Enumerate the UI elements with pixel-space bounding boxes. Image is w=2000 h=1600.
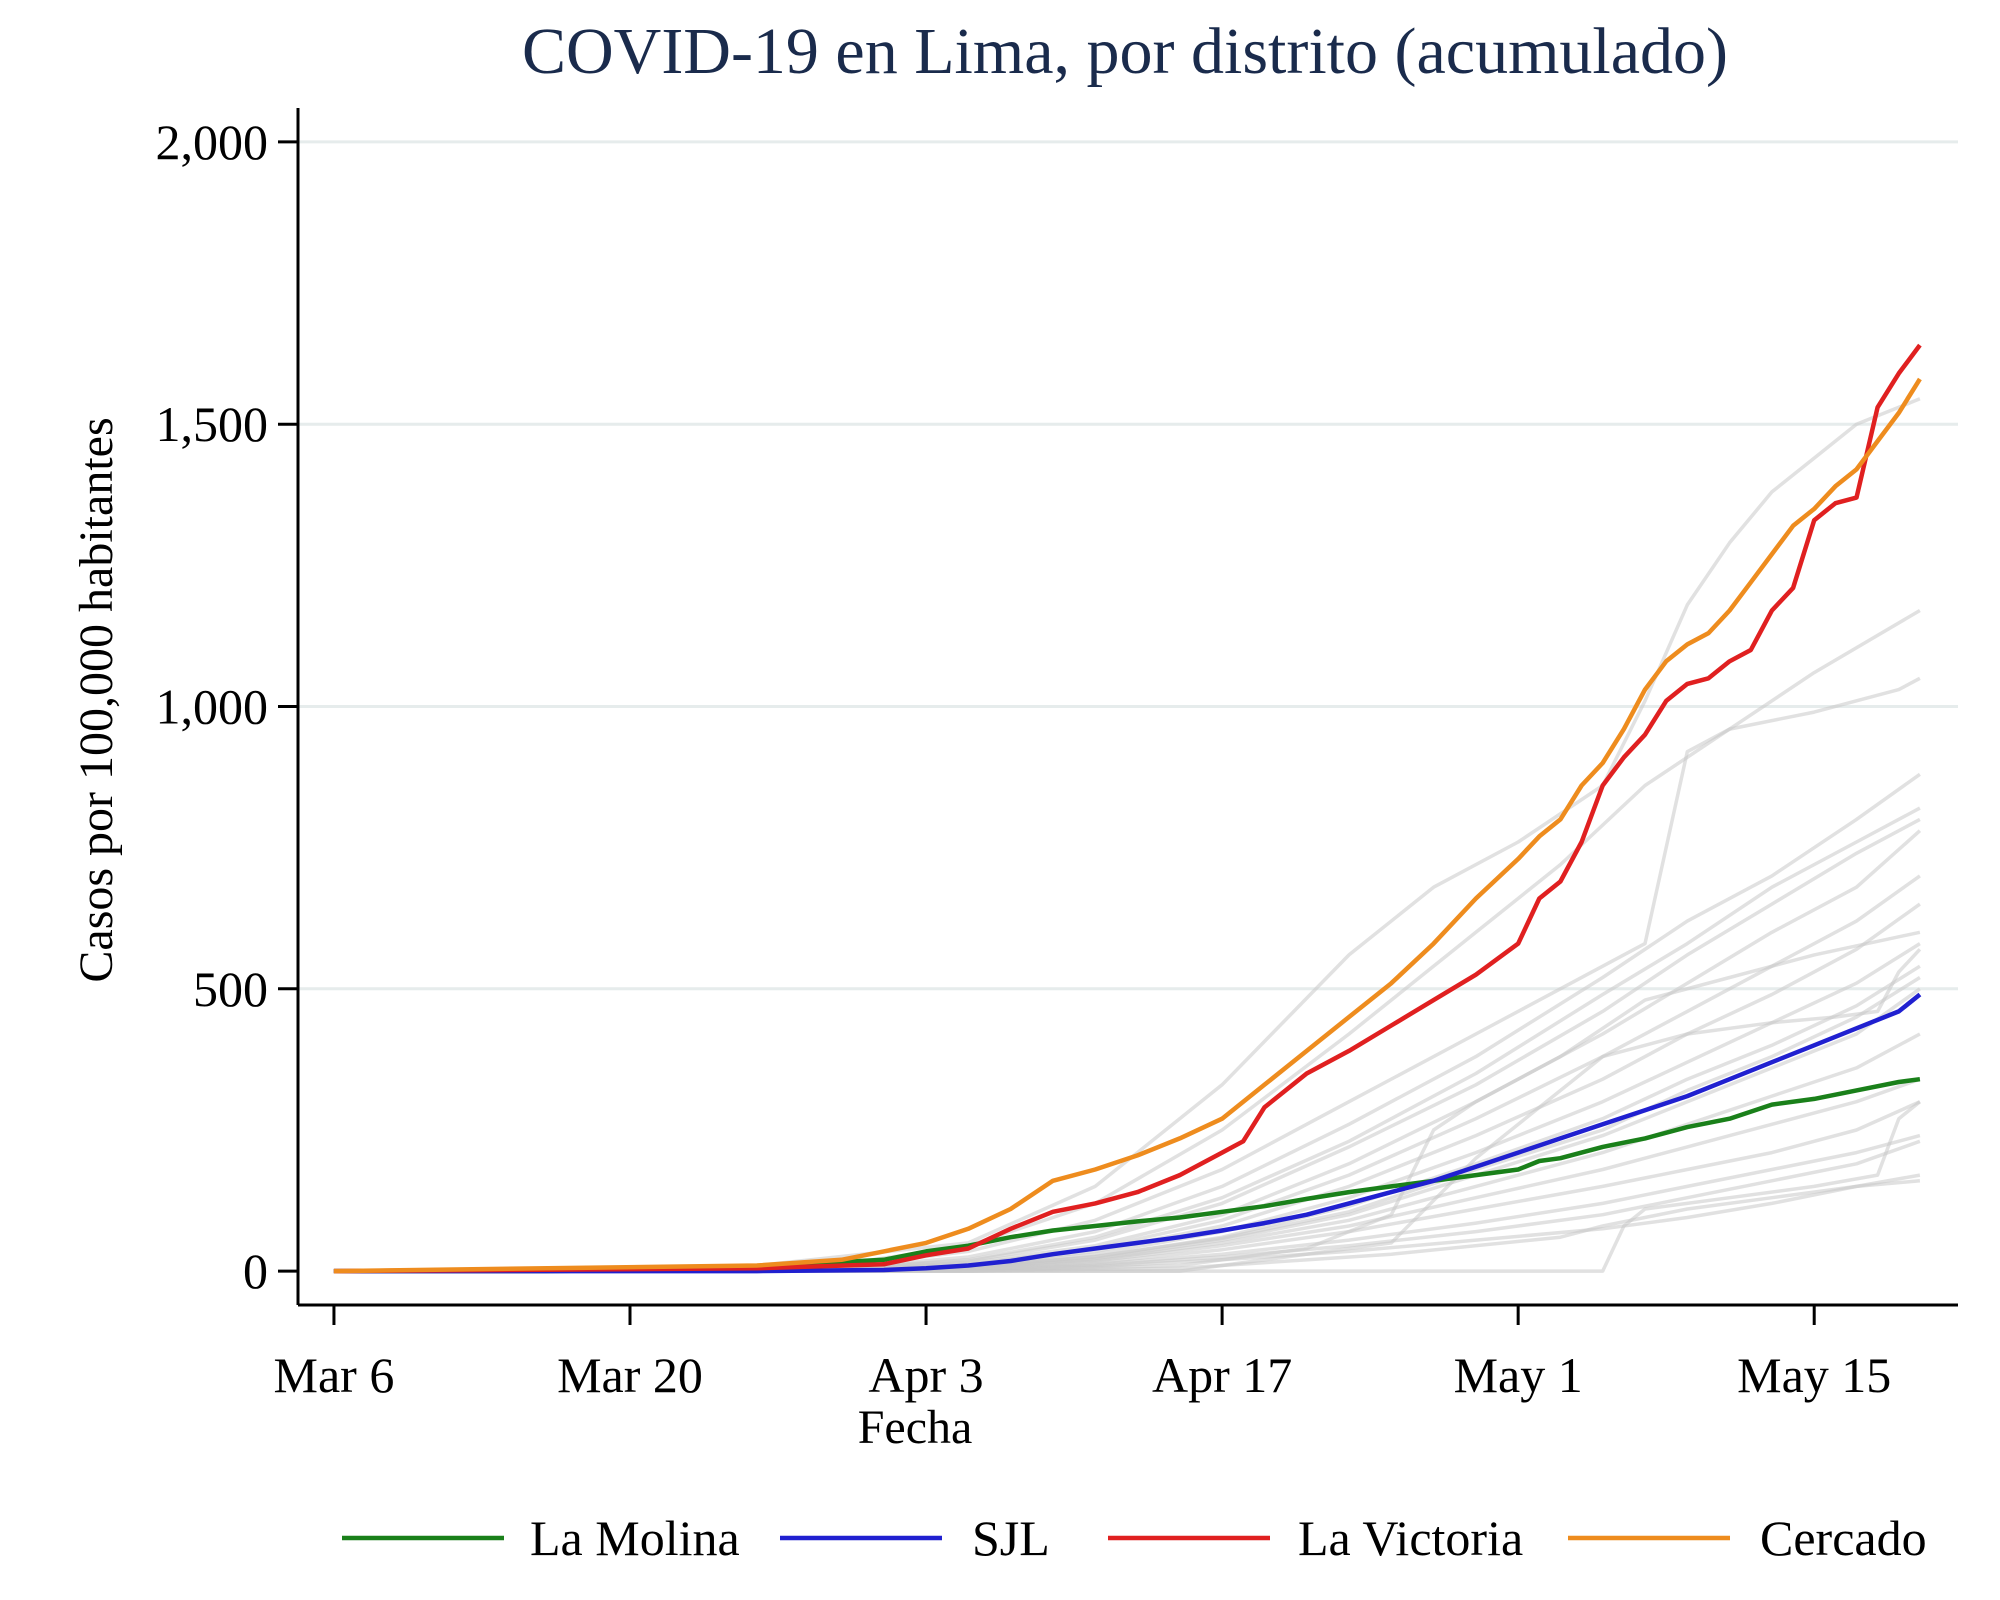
x-tick-label: Mar 20 (557, 1347, 703, 1403)
x-tick-label: Mar 6 (274, 1347, 395, 1403)
legend-label-la-molina: La Molina (530, 1510, 740, 1566)
axes: 0 500 1,000 1,500 2,000 Mar 6 Mar 20 Apr 3 Apr 1… (156, 108, 1958, 1403)
y-tick-label: 500 (193, 961, 268, 1017)
legend-label-la-victoria: La Victoria (1298, 1510, 1523, 1566)
background-series-line-4 (333, 772, 1921, 1273)
y-tick-label: 0 (243, 1243, 268, 1299)
gridlines (298, 140, 1958, 991)
x-axis-title: Fecha (858, 1401, 973, 1454)
background-series-line-13 (333, 1032, 1921, 1273)
background-series-line-5 (333, 806, 1921, 1273)
y-axis-title: Casos por 100,000 habitantes (70, 417, 123, 982)
series-line-la-victoria (333, 343, 1922, 1274)
background-series-line-11 (333, 964, 1921, 1273)
legend-label-cercado: Cercado (1760, 1510, 1927, 1566)
highlight-series-group (333, 343, 1922, 1274)
background-series-group (333, 397, 1922, 1273)
x-tick-label: May 15 (1737, 1347, 1891, 1403)
y-tick-label: 1,000 (156, 679, 269, 735)
background-series-line-22 (333, 1100, 1921, 1273)
background-series-line-20 (333, 930, 1921, 1273)
x-tick-label: May 1 (1454, 1347, 1583, 1403)
y-tick-label: 2,000 (156, 114, 269, 170)
x-tick-label: Apr 3 (868, 1347, 983, 1403)
series-line-sjl (333, 992, 1922, 1274)
background-series-line-3 (333, 676, 1921, 1273)
series-line-la-molina (333, 1076, 1921, 1274)
x-tick-label: Apr 17 (1152, 1347, 1292, 1403)
legend-label-sjl: SJL (972, 1510, 1050, 1566)
chart-title: COVID-19 en Lima, por distrito (acumulad… (522, 15, 1728, 88)
legend: La Molina SJL La Victoria Cercado (342, 1510, 1927, 1566)
background-series-line-1 (333, 397, 1921, 1273)
series-line-cercado (333, 377, 1922, 1274)
y-tick-label: 1,500 (156, 396, 269, 452)
